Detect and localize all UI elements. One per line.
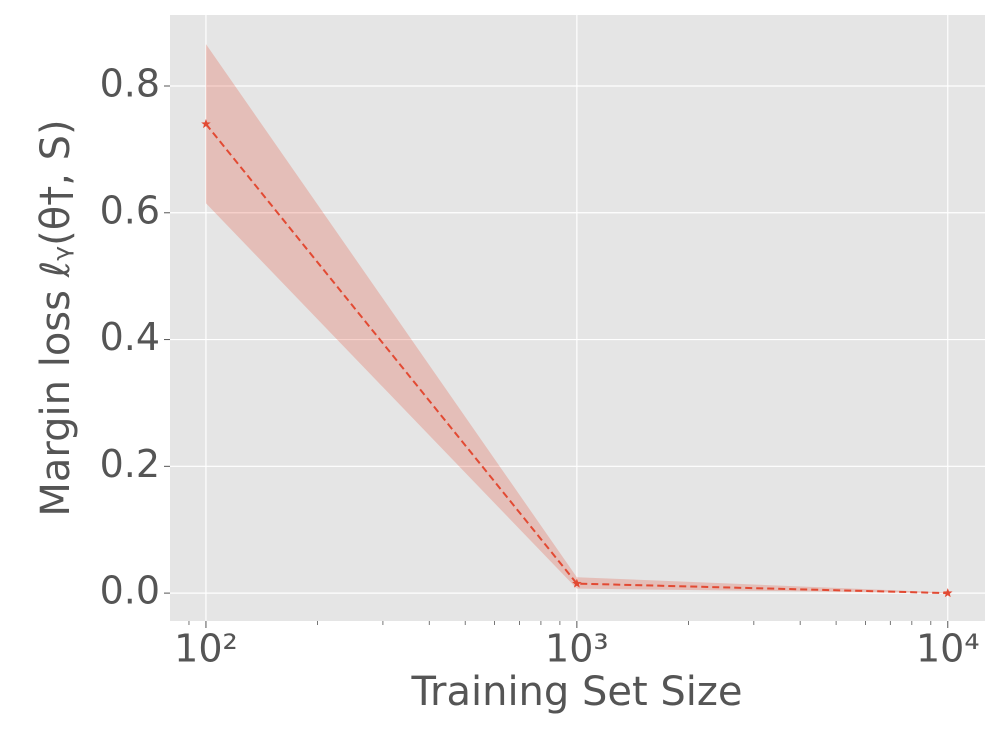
line [205,123,948,595]
y-tick-label: 0.8 [100,61,160,105]
plot-area [170,15,985,621]
y-axis-label: Margin loss ℓᵧ(θ†, S) [33,119,79,516]
y-tick-label: 0.6 [100,188,160,232]
error-band [205,44,948,594]
marker [572,578,582,588]
y-tick-label: 0.2 [100,442,160,486]
y-tick-label: 0.0 [100,569,160,613]
x-tick-label: 10² [174,627,238,671]
x-tick-label: 10⁴ [916,627,980,671]
x-tick-label: 10³ [545,627,609,671]
y-tick-label: 0.4 [100,315,160,359]
x-axis-label: Training Set Size [410,669,742,715]
marker [943,588,953,598]
marker [201,119,211,129]
